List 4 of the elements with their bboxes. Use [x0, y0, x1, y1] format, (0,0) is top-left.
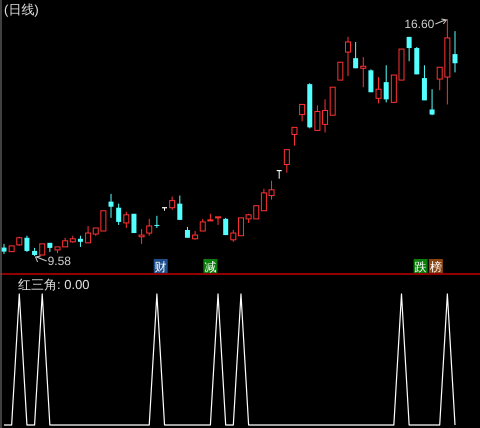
chart-title: (日线)	[4, 2, 39, 17]
chart-title: 红三角: 0.00	[18, 277, 90, 292]
annotation: 16.60	[404, 17, 435, 31]
annotation: 9.58	[48, 254, 72, 268]
